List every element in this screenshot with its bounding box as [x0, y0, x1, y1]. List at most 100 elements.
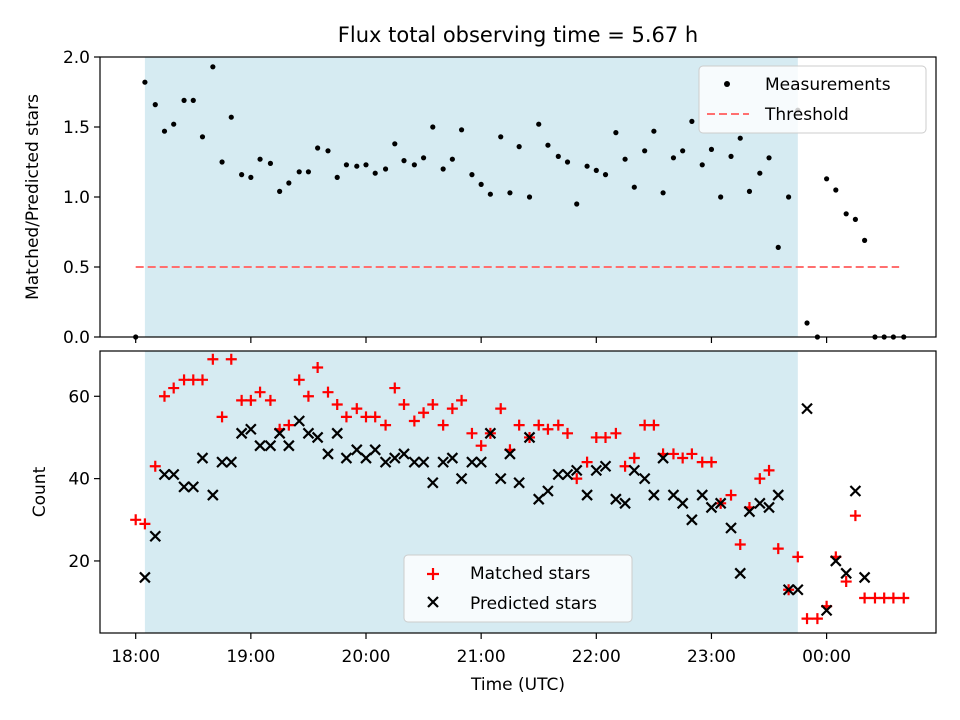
- predicted-star-point: [782, 583, 795, 596]
- measurement-point: [862, 237, 868, 243]
- measurement-point: [728, 153, 734, 159]
- matched-star-point: [811, 613, 823, 625]
- matched-star-point: [801, 613, 813, 625]
- measurement-point: [708, 146, 715, 152]
- predicted-star-point: [360, 452, 372, 464]
- measurement-point: [210, 64, 216, 70]
- measurement-point: [516, 144, 522, 150]
- matched-star-point: [178, 374, 190, 386]
- y-tick-label: 0.5: [63, 258, 90, 278]
- matched-star-point: [859, 592, 871, 604]
- predicted-star-point: [523, 431, 536, 444]
- matched-star-point: [360, 411, 372, 423]
- predicted-star-point: [283, 439, 295, 452]
- measurement-point: [334, 174, 340, 180]
- bottom-legend: Matched stars Predicted stars: [403, 554, 633, 623]
- measurement-point: [315, 145, 321, 151]
- matched-star-point: [351, 403, 363, 415]
- measurement-point: [737, 135, 743, 141]
- y-tick-label: 60: [68, 387, 90, 407]
- measurement-point: [382, 166, 389, 172]
- predicted-star-point: [820, 604, 833, 617]
- x-tick-label: 19:00: [226, 647, 275, 667]
- predicted-star-point: [475, 456, 487, 468]
- predicted-star-point: [216, 456, 228, 468]
- measurement-point: [325, 148, 331, 154]
- matched-star-point: [418, 407, 430, 419]
- measurement-point: [199, 134, 206, 140]
- matched-star-point: [677, 452, 689, 464]
- matched-star-point: [331, 399, 343, 411]
- figure-title: Flux total observing time = 5.67 h: [338, 23, 698, 47]
- predicted-star-point: [743, 505, 756, 518]
- top-x-ticks: [135, 337, 828, 343]
- measurement-point: [286, 180, 292, 186]
- measurement-point: [775, 244, 781, 250]
- measurement-point: [239, 172, 245, 178]
- measurement-point: [152, 102, 158, 108]
- bottom-y-axis-label: Count: [30, 466, 50, 517]
- predicted-star-point: [504, 448, 516, 460]
- measurement-point: [545, 142, 551, 148]
- measurement-point: [257, 156, 263, 162]
- measurement-point: [699, 162, 705, 168]
- predicted-star-point: [705, 501, 718, 514]
- measurement-point: [680, 148, 686, 154]
- top-y-axis: 0.0 0.5 1.0 1.5 2.0: [63, 48, 100, 348]
- measurement-point: [602, 172, 609, 178]
- top-legend: Measurements Threshold: [698, 65, 927, 134]
- measurement-point: [786, 194, 792, 200]
- measurement-point: [449, 156, 455, 162]
- measurement-point: [142, 79, 148, 85]
- predicted-star-point: [628, 464, 641, 477]
- matched-star-point: [639, 419, 651, 431]
- measurement-point: [613, 130, 619, 136]
- matched-star-point: [389, 382, 401, 394]
- matched-star-point: [495, 403, 507, 415]
- legend-matched-label: Matched stars: [470, 564, 590, 584]
- matched-star-point: [513, 419, 525, 431]
- matched-star-point: [734, 538, 746, 550]
- matched-star-point: [168, 382, 180, 394]
- matched-star-point: [158, 390, 170, 402]
- measurement-point: [161, 128, 168, 134]
- legend-threshold-label: Threshold: [764, 105, 849, 125]
- matched-star-point: [772, 543, 784, 555]
- measurement-point: [660, 190, 666, 196]
- matched-star-point: [340, 411, 352, 423]
- matched-star-point: [207, 353, 219, 365]
- legend-predicted-marker: [427, 596, 439, 608]
- measurement-point: [757, 170, 763, 176]
- predicted-star-point: [158, 468, 171, 481]
- predicted-star-point: [667, 489, 680, 501]
- measurement-point: [372, 170, 378, 176]
- matched-star-point: [533, 419, 545, 431]
- matched-star-point: [283, 419, 295, 431]
- matched-star-point: [245, 394, 257, 406]
- legend-measurements-label: Measurements: [765, 75, 891, 95]
- predicted-star-point: [696, 489, 709, 501]
- matched-star-point: [236, 394, 248, 406]
- predicted-star-point: [840, 567, 852, 580]
- matched-star-point: [648, 419, 660, 431]
- matched-star-point: [264, 394, 276, 406]
- measurement-point: [689, 118, 695, 124]
- predicted-star-point: [619, 497, 631, 510]
- legend-matched-marker: [427, 568, 439, 580]
- matched-star-point: [887, 592, 899, 604]
- predicted-star-point: [369, 444, 381, 456]
- matched-star-point: [542, 423, 554, 435]
- measurement-point: [824, 176, 830, 182]
- x-tick-label: 20:00: [342, 647, 391, 667]
- measurement-point: [181, 97, 187, 103]
- measurement-point: [401, 158, 407, 164]
- measurement-point: [593, 167, 599, 173]
- predicted-star-point: [379, 456, 392, 468]
- matched-star-point: [149, 460, 161, 472]
- matched-star-point: [408, 415, 420, 427]
- predicted-star-point: [340, 452, 353, 464]
- measurement-point: [498, 134, 504, 140]
- top-legend-box: [698, 65, 927, 134]
- measurement-point: [440, 166, 446, 172]
